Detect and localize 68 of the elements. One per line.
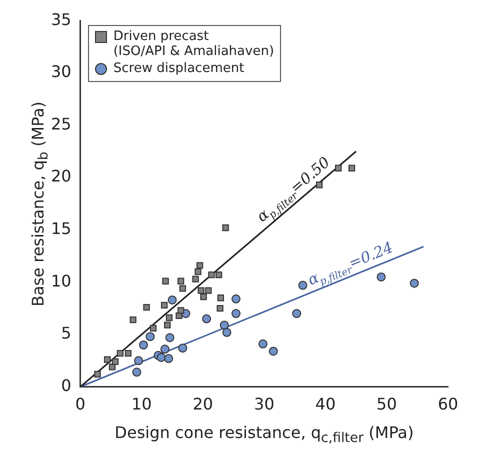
point [220, 320, 229, 330]
legend-label: Driven precast (ISO/API & Amaliahaven) [113, 28, 274, 59]
point [162, 278, 169, 284]
x-tick-label: 20 [192, 394, 214, 414]
y-tick-label: 35 [51, 10, 72, 29]
point [150, 324, 157, 332]
point [216, 272, 222, 278]
x-tick-label: 30 [254, 394, 274, 414]
point [160, 302, 168, 309]
point [132, 368, 142, 377]
x-tick-label: 10 [131, 394, 152, 414]
point [178, 307, 184, 314]
point [222, 328, 232, 337]
point [194, 268, 202, 276]
y-tick-label: 5 [61, 324, 72, 343]
point [94, 370, 101, 378]
y-tick-label: 30 [51, 62, 72, 82]
point [112, 358, 119, 366]
point [179, 285, 186, 292]
point [156, 353, 166, 362]
point [231, 309, 240, 318]
point [208, 272, 215, 278]
x-tick-label: 0 [75, 394, 86, 414]
point [202, 314, 212, 324]
y-tick-label: 25 [51, 114, 72, 134]
point [166, 314, 173, 322]
point [134, 356, 144, 366]
point [292, 309, 302, 318]
point [217, 294, 224, 302]
point [205, 287, 212, 294]
point [116, 350, 124, 357]
y-tick-label: 10 [51, 271, 72, 290]
point [138, 340, 148, 350]
point [164, 322, 171, 328]
point [104, 356, 111, 363]
point [268, 346, 278, 356]
legend-label: Screw displacement [113, 60, 244, 76]
point [410, 278, 419, 288]
point [222, 224, 229, 232]
point [143, 304, 150, 311]
point [258, 339, 268, 348]
point [192, 276, 199, 282]
point [168, 295, 177, 304]
point [198, 287, 204, 294]
point [200, 293, 207, 300]
point [130, 316, 136, 324]
point [160, 344, 170, 354]
point [376, 272, 386, 282]
x-tick-label: 40 [315, 394, 336, 414]
point [231, 294, 240, 304]
y-tick-label: 15 [51, 219, 72, 238]
x-tick-label: 60 [438, 394, 458, 414]
point [124, 350, 132, 357]
point [164, 354, 174, 364]
point [348, 164, 356, 172]
point [178, 278, 184, 284]
y-tick-label: 0 [61, 376, 72, 395]
point [176, 312, 182, 319]
x-tick-label: 50 [376, 394, 397, 414]
point [216, 305, 224, 312]
point [196, 262, 204, 269]
point [178, 344, 188, 353]
y-tick-label: 20 [51, 166, 72, 186]
x-axis-title: Design cone resistance, q$_{c,filter}$ (MPa) [114, 422, 415, 446]
point [165, 333, 174, 342]
point [334, 164, 342, 172]
point [298, 280, 308, 290]
point [146, 332, 155, 342]
